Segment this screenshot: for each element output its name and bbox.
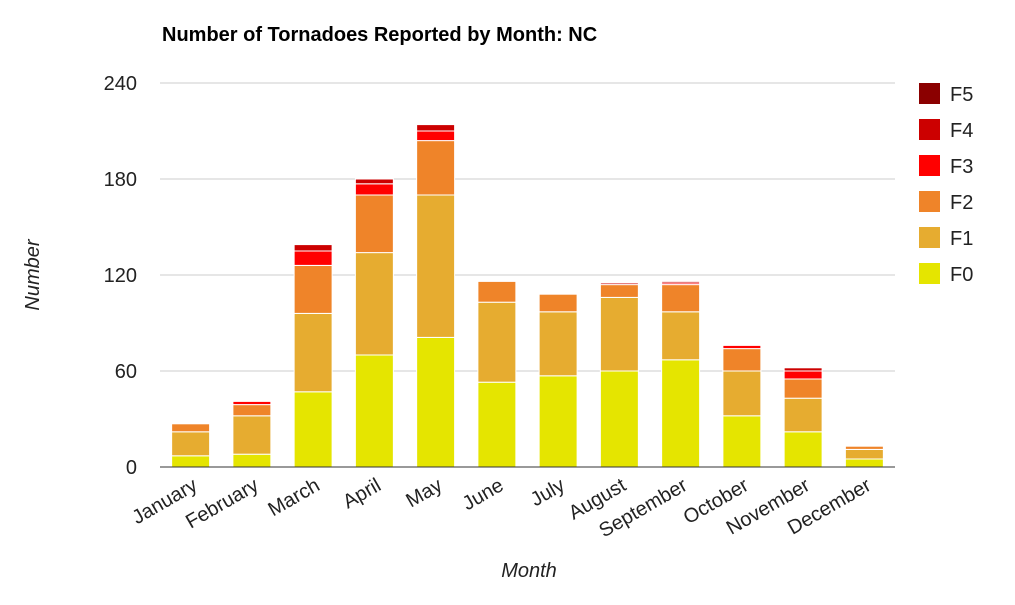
legend-swatch-f5 <box>919 83 940 104</box>
x-tick-label: June <box>459 474 508 515</box>
legend-swatch-f3 <box>919 155 940 176</box>
bar-segment-f1 <box>538 311 578 377</box>
bar-segment-f1 <box>477 301 517 383</box>
bar-segment-f2 <box>232 404 272 417</box>
bar-segment-f3 <box>232 400 272 406</box>
y-tick-label: 120 <box>104 265 137 287</box>
bar-segment-f2 <box>722 348 762 372</box>
bar-segment-f0 <box>232 453 272 468</box>
bar-segment-f1 <box>354 252 394 356</box>
bar-segment-f0 <box>171 455 211 468</box>
bar-segment-f1 <box>722 370 762 417</box>
gridlines <box>160 82 895 372</box>
legend: F5 F4 F3 F2 F1 F0 <box>919 83 973 286</box>
bar-segment-f2 <box>171 423 211 433</box>
y-tick-label: 60 <box>115 361 137 383</box>
legend-label: F1 <box>950 228 973 250</box>
bar-segment-f2 <box>477 280 517 303</box>
bar-segment-f1 <box>844 448 884 460</box>
bar-segment-f0 <box>293 391 333 468</box>
bar-segment-f4 <box>416 124 456 132</box>
bar-segment-f2 <box>661 284 701 313</box>
bar-segment-f0 <box>416 336 456 468</box>
bar-segment-f1 <box>783 397 823 433</box>
legend-swatch-f2 <box>919 191 940 212</box>
chart-title: Number of Tornadoes Reported by Month: N… <box>162 24 597 46</box>
bar-segment-f1 <box>661 311 701 361</box>
legend-swatch-f1 <box>919 227 940 248</box>
bar-segment-f3 <box>416 130 456 142</box>
y-tick-label: 180 <box>104 169 137 191</box>
bar-segment-f4 <box>354 178 394 185</box>
bar-segment-f0 <box>722 415 762 468</box>
bar-segment-f3 <box>354 183 394 196</box>
bar-segment-f3 <box>722 344 762 350</box>
bar-segment-f2 <box>783 378 823 399</box>
x-tick-label: March <box>264 474 323 521</box>
bar-segment-f1 <box>171 431 211 457</box>
legend-swatch-f4 <box>919 119 940 140</box>
bar-segment-f4 <box>661 280 701 284</box>
bar-segment-f4 <box>783 367 823 372</box>
x-tick-label: April <box>339 474 385 513</box>
bar-segment-f2 <box>354 194 394 254</box>
legend-label: F5 <box>950 84 973 106</box>
bar-segment-f1 <box>416 194 456 338</box>
bar-segment-f0 <box>477 381 517 468</box>
legend-label: F0 <box>950 264 973 286</box>
bar-segment-f0 <box>844 458 884 468</box>
y-tick-label: 0 <box>126 457 137 479</box>
legend-label: F2 <box>950 192 973 214</box>
bar-segment-f3 <box>783 370 823 380</box>
y-axis-title: Number <box>22 238 44 310</box>
bar-segment-f0 <box>661 359 701 468</box>
bar-segment-f0 <box>354 354 394 468</box>
bar-segment-f2 <box>538 293 578 313</box>
legend-swatch-f0 <box>919 263 940 284</box>
bar-segment-f3 <box>293 250 333 266</box>
x-axis-title: Month <box>501 560 557 582</box>
bar-segment-f2 <box>416 140 456 196</box>
y-tick-label: 240 <box>104 73 137 95</box>
bar-segment-f1 <box>599 296 639 372</box>
x-tick-label: July <box>527 474 569 511</box>
legend-label: F4 <box>950 120 973 142</box>
bar-segment-f1 <box>293 312 333 393</box>
bar-segment-f2 <box>293 264 333 314</box>
legend-label: F3 <box>950 156 973 178</box>
bar-segment-f2 <box>844 445 884 450</box>
bar-segment-f0 <box>783 431 823 468</box>
bar-segment-f0 <box>538 375 578 468</box>
bars <box>171 124 884 468</box>
bar-segment-f4 <box>293 244 333 252</box>
bar-segment-f0 <box>599 370 639 468</box>
bar-segment-f1 <box>232 415 272 455</box>
x-tick-label: May <box>402 474 446 512</box>
bar-segment-f4 <box>599 282 639 286</box>
bar-segment-f2 <box>599 284 639 298</box>
